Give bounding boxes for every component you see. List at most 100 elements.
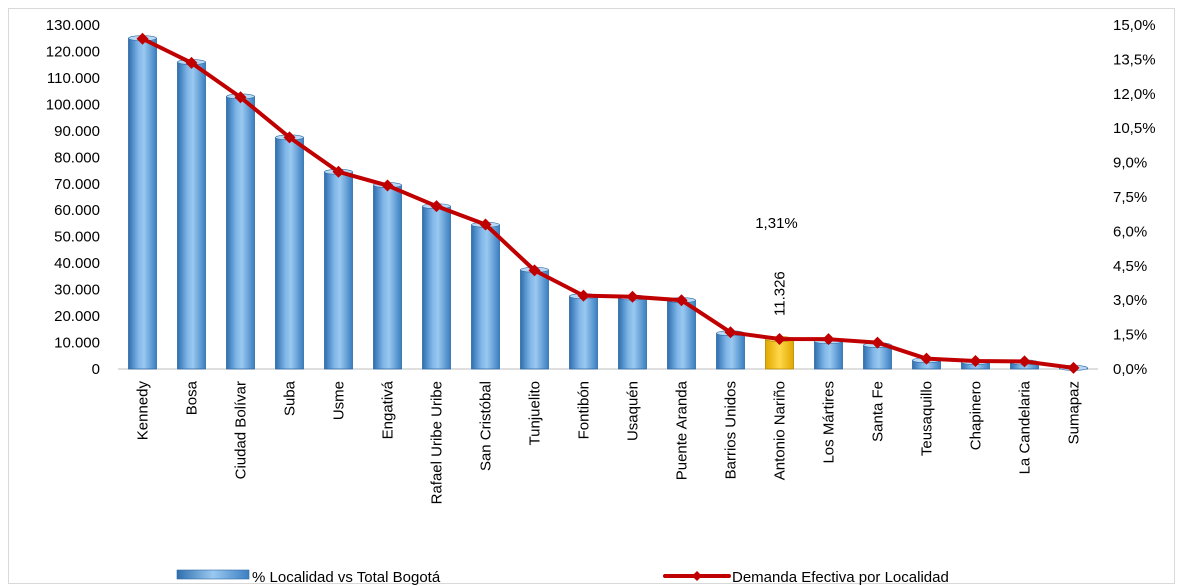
legend-line-marker	[692, 571, 702, 581]
right-tick-label: 7,5%	[1113, 189, 1147, 206]
bar	[618, 294, 647, 370]
data-labels: 11.326 1,31%	[755, 215, 798, 316]
category-label: Bosa	[184, 380, 201, 415]
category-label: Usaquén	[625, 381, 642, 441]
bar	[128, 35, 157, 370]
line-marker	[528, 264, 541, 277]
left-tick-label: 30.000	[54, 282, 100, 299]
line-marker	[381, 179, 394, 192]
bar-body	[814, 340, 843, 370]
line-marker	[185, 56, 198, 69]
category-label: Sumapaz	[1066, 381, 1083, 444]
bar-series	[128, 35, 1088, 371]
left-tick-label: 90.000	[54, 123, 100, 140]
legend-bar-label: % Localidad vs Total Bogotá	[252, 569, 441, 586]
left-tick-label: 130.000	[46, 17, 100, 34]
legend-bar-swatch	[176, 569, 250, 580]
bar	[373, 182, 402, 370]
category-label: Antonio Nariño	[772, 381, 789, 480]
bar-body	[422, 205, 451, 370]
category-label: Chapinero	[968, 381, 985, 450]
bar-body	[177, 61, 206, 370]
bar	[422, 203, 451, 370]
bar	[569, 293, 598, 370]
bar-body	[226, 96, 255, 370]
line-series	[136, 32, 1080, 374]
line-marker	[234, 91, 247, 104]
category-label: Kennedy	[135, 381, 152, 441]
left-tick-label: 60.000	[54, 202, 100, 219]
bar	[471, 221, 500, 370]
bar	[324, 169, 353, 370]
left-tick-label: 100.000	[46, 96, 100, 113]
line-marker	[773, 332, 786, 345]
highlight-percent-label: 1,31%	[755, 215, 798, 232]
category-label: Puente Aranda	[674, 380, 691, 480]
left-tick-label: 0	[92, 361, 100, 378]
bar-body	[520, 269, 549, 370]
axes: 0 10.000 20.000 30.000 40.000 50.000 60.000 70.…	[46, 17, 1156, 504]
left-tick-label: 40.000	[54, 255, 100, 272]
bar	[275, 134, 304, 370]
category-label: Teusaquillo	[919, 381, 936, 456]
category-label: Ciudad Bolívar	[233, 381, 250, 479]
line-marker	[871, 336, 884, 349]
left-tick-label: 10.000	[54, 335, 100, 352]
left-tick-label: 110.000	[47, 70, 100, 87]
bar	[667, 297, 696, 370]
bar-body	[471, 224, 500, 370]
line-marker	[283, 131, 296, 144]
category-label: La Candelaria	[1017, 380, 1034, 474]
right-tick-label: 0,0%	[1113, 361, 1147, 378]
line-marker	[1067, 361, 1080, 374]
right-tick-label: 15,0%	[1113, 17, 1156, 34]
category-label: San Cristóbal	[478, 381, 495, 471]
bar-body	[324, 171, 353, 370]
left-tick-label: 20.000	[54, 308, 100, 325]
right-tick-label: 13,5%	[1113, 51, 1156, 68]
bar-body	[667, 299, 696, 370]
category-label: Barrios Unidos	[723, 381, 740, 479]
line-marker	[724, 326, 737, 339]
highlight-value-label: 11.326	[772, 271, 789, 316]
bar	[177, 59, 206, 370]
right-tick-label: 1,5%	[1113, 327, 1147, 344]
line-marker	[430, 200, 443, 213]
legend: % Localidad vs Total Bogotá Demanda Efect…	[176, 569, 949, 586]
right-tick-label: 9,0%	[1113, 155, 1147, 172]
category-label: Los Mártires	[821, 381, 838, 464]
right-tick-label: 10,5%	[1113, 120, 1156, 137]
right-tick-label: 4,5%	[1113, 258, 1147, 275]
line-path	[140, 36, 1076, 370]
line-marker	[675, 294, 688, 307]
line-marker	[626, 290, 639, 303]
line-marker	[332, 165, 345, 178]
left-tick-label: 80.000	[54, 149, 100, 166]
category-label: Tunjuelito	[527, 381, 544, 445]
line-marker	[577, 289, 590, 302]
line-marker	[1018, 355, 1031, 368]
line-marker	[822, 333, 835, 346]
bar-body	[569, 295, 598, 370]
bar-body	[716, 332, 745, 370]
bar-body	[275, 137, 304, 370]
left-tick-label: 70.000	[54, 176, 100, 193]
bar-body	[373, 184, 402, 370]
category-label: Engativá	[380, 380, 397, 439]
category-label: Usme	[331, 381, 348, 420]
line-marker	[920, 352, 933, 365]
bar-body	[863, 344, 892, 370]
right-tick-label: 6,0%	[1113, 223, 1147, 240]
line-marker	[136, 32, 149, 45]
category-label: Rafael Uribe Uribe	[429, 381, 446, 504]
right-tick-label: 3,0%	[1113, 292, 1147, 309]
bar	[520, 266, 549, 370]
left-tick-label: 50.000	[54, 229, 100, 246]
category-label: Fontibón	[576, 381, 593, 439]
bar	[716, 330, 745, 370]
bar-body	[128, 37, 157, 370]
bar	[226, 93, 255, 370]
bar-body	[618, 297, 647, 370]
left-tick-label: 120.000	[46, 43, 100, 60]
